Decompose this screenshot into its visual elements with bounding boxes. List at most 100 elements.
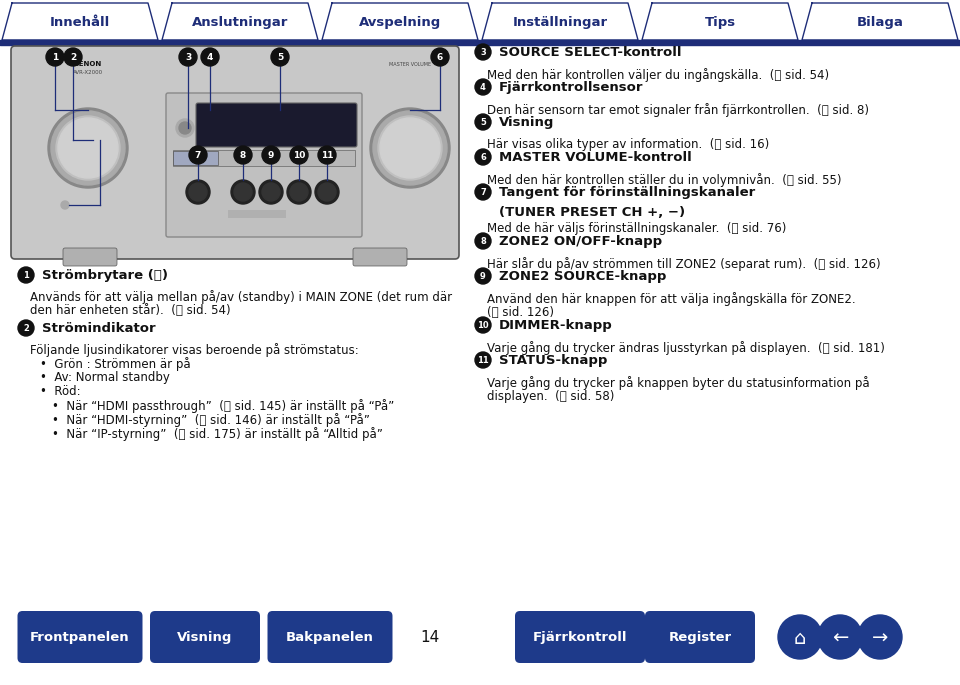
Text: den här enheten står).  (⑂ sid. 54): den här enheten står). (⑂ sid. 54)	[30, 304, 230, 317]
FancyBboxPatch shape	[150, 611, 260, 663]
Text: 11: 11	[321, 151, 333, 160]
Text: Strömindikator: Strömindikator	[42, 322, 156, 335]
Text: Fjärrkontroll: Fjärrkontroll	[533, 632, 627, 645]
Text: Tips: Tips	[705, 16, 735, 29]
Text: DENON: DENON	[74, 61, 102, 67]
Bar	[173, 151, 218, 165]
Circle shape	[318, 183, 336, 201]
Text: 4: 4	[206, 53, 213, 62]
Text: Här visas olika typer av information.  (⑂ sid. 16): Här visas olika typer av information. (⑂…	[487, 138, 769, 151]
Circle shape	[475, 184, 491, 200]
Text: MASTER VOLUME-kontroll: MASTER VOLUME-kontroll	[499, 151, 692, 164]
Text: Med den här kontrollen väljer du ingångskälla.  (⑂ sid. 54): Med den här kontrollen väljer du ingångs…	[487, 68, 829, 82]
Circle shape	[431, 48, 449, 66]
Circle shape	[373, 111, 447, 185]
FancyBboxPatch shape	[63, 248, 117, 266]
Text: 10: 10	[477, 321, 489, 330]
Text: Register: Register	[668, 632, 732, 645]
Text: 2: 2	[23, 324, 29, 333]
Circle shape	[290, 146, 308, 164]
Circle shape	[370, 108, 450, 188]
Polygon shape	[482, 3, 638, 40]
Circle shape	[262, 146, 280, 164]
Text: •  När “HDMI-styrning”  (⑂ sid. 146) är inställt på “På”: • När “HDMI-styrning” (⑂ sid. 146) är in…	[52, 413, 370, 427]
Text: 7: 7	[195, 151, 202, 160]
Circle shape	[858, 615, 902, 659]
Text: ←: ←	[831, 629, 849, 647]
Polygon shape	[642, 3, 798, 40]
Text: Varje gång du trycker ändras ljusstyrkan på displayen.  (⑂ sid. 181): Varje gång du trycker ändras ljusstyrkan…	[487, 341, 885, 355]
FancyBboxPatch shape	[11, 46, 459, 259]
Text: •  När “HDMI passthrough”  (⑂ sid. 145) är inställt på “På”: • När “HDMI passthrough” (⑂ sid. 145) är…	[52, 399, 395, 413]
Text: Den här sensorn tar emot signaler från fjärrkontrollen.  (⑂ sid. 8): Den här sensorn tar emot signaler från f…	[487, 103, 869, 117]
Text: displayen.  (⑂ sid. 58): displayen. (⑂ sid. 58)	[487, 390, 614, 403]
Circle shape	[475, 317, 491, 333]
Circle shape	[262, 183, 280, 201]
Text: 1: 1	[23, 271, 29, 280]
Text: Använd den här knappen för att välja ingångskälla för ZONE2.: Använd den här knappen för att välja ing…	[487, 292, 855, 306]
Text: •  Av: Normal standby: • Av: Normal standby	[40, 371, 170, 384]
Text: 1: 1	[52, 53, 59, 62]
Circle shape	[378, 116, 442, 180]
Circle shape	[186, 180, 210, 204]
FancyBboxPatch shape	[515, 611, 645, 663]
Bar	[228, 210, 258, 218]
Circle shape	[475, 268, 491, 284]
Text: Frontpanelen: Frontpanelen	[30, 632, 130, 645]
FancyBboxPatch shape	[268, 611, 393, 663]
Text: 6: 6	[480, 153, 486, 162]
Circle shape	[201, 48, 219, 66]
Circle shape	[271, 48, 289, 66]
Text: STATUS-knapp: STATUS-knapp	[499, 354, 608, 367]
Text: 3: 3	[185, 53, 191, 62]
Bar	[173, 150, 355, 166]
Circle shape	[179, 122, 191, 134]
Circle shape	[46, 48, 64, 66]
Circle shape	[318, 146, 336, 164]
Text: 6: 6	[437, 53, 444, 62]
Bar	[256, 210, 286, 218]
Text: DIMMER-knapp: DIMMER-knapp	[499, 319, 612, 332]
Text: Bilaga: Bilaga	[856, 16, 903, 29]
Circle shape	[64, 48, 82, 66]
Circle shape	[234, 183, 252, 201]
Circle shape	[189, 146, 207, 164]
FancyBboxPatch shape	[645, 611, 755, 663]
FancyBboxPatch shape	[196, 103, 357, 147]
Text: Visning: Visning	[178, 632, 232, 645]
Text: 10: 10	[293, 151, 305, 160]
Circle shape	[51, 111, 125, 185]
FancyBboxPatch shape	[17, 611, 142, 663]
Polygon shape	[2, 3, 158, 40]
Circle shape	[18, 320, 34, 336]
Text: Bakpanelen: Bakpanelen	[286, 632, 374, 645]
Text: 5: 5	[276, 53, 283, 62]
Text: Följande ljusindikatorer visas beroende på strömstatus:: Följande ljusindikatorer visas beroende …	[30, 343, 359, 357]
Text: Fjärrkontrollsensor: Fjärrkontrollsensor	[499, 81, 643, 94]
Text: 2: 2	[70, 53, 76, 62]
Circle shape	[475, 44, 491, 60]
FancyBboxPatch shape	[353, 248, 407, 266]
Circle shape	[475, 79, 491, 95]
Text: →: →	[872, 629, 888, 647]
Text: 3: 3	[480, 48, 486, 57]
Text: 11: 11	[477, 356, 489, 365]
FancyBboxPatch shape	[166, 93, 362, 237]
Circle shape	[56, 116, 120, 180]
Text: MASTER VOLUME: MASTER VOLUME	[389, 62, 431, 66]
Text: (⑂ sid. 126): (⑂ sid. 126)	[487, 306, 554, 319]
Text: Inställningar: Inställningar	[513, 16, 608, 29]
Circle shape	[778, 615, 822, 659]
Circle shape	[475, 114, 491, 130]
Circle shape	[189, 183, 207, 201]
Circle shape	[475, 352, 491, 368]
Text: Strömbrytare (⒤): Strömbrytare (⒤)	[42, 269, 168, 282]
Text: 5: 5	[480, 118, 486, 127]
Text: Visning: Visning	[499, 116, 554, 129]
Circle shape	[290, 183, 308, 201]
Circle shape	[18, 267, 34, 283]
Text: Avspelning: Avspelning	[359, 16, 442, 29]
Circle shape	[259, 180, 283, 204]
Text: Innehåll: Innehåll	[50, 16, 110, 29]
Text: ZONE2 ON/OFF-knapp: ZONE2 ON/OFF-knapp	[499, 235, 662, 248]
